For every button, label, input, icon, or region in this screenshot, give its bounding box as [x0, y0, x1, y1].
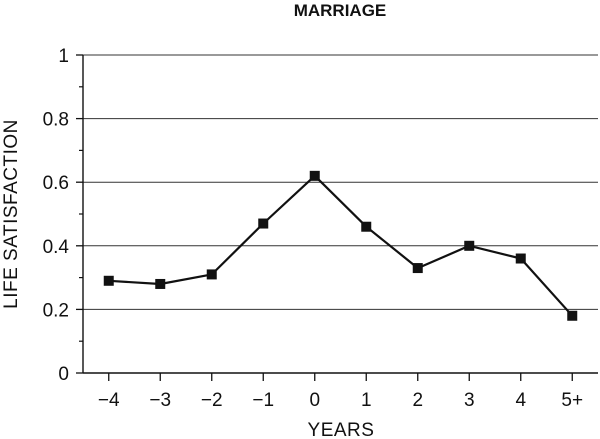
axes	[76, 54, 598, 381]
data-point	[464, 240, 475, 251]
x-tick-label: −3	[149, 390, 171, 411]
y-tick-label: 0.8	[43, 110, 69, 131]
x-tick-label: 1	[361, 390, 372, 411]
gridlines	[83, 54, 598, 310]
data-point	[206, 269, 217, 280]
data-point	[361, 221, 372, 232]
y-tick-label: 1	[58, 46, 69, 67]
y-tick-label: 0	[58, 364, 69, 385]
series	[103, 170, 578, 321]
data-point	[412, 263, 423, 274]
data-point	[155, 278, 166, 289]
x-tick-label: 2	[412, 390, 423, 411]
x-tick-label: −4	[98, 390, 120, 411]
data-point	[515, 253, 526, 264]
x-axis-label: YEARS	[308, 420, 375, 439]
x-tick-label: 0	[309, 390, 320, 411]
data-point	[309, 170, 320, 181]
y-tick-label: 0.6	[43, 173, 69, 194]
x-tick-labels: −4 −3 −2 −1 0 1 2 3 4 5+	[98, 390, 583, 411]
y-tick-label: 0.4	[43, 237, 70, 258]
x-tick-label: 5+	[561, 390, 583, 411]
series-line	[108, 174, 574, 317]
y-axis-label: LIFE SATISFACTION	[1, 119, 22, 309]
data-point	[258, 218, 269, 229]
data-point	[103, 275, 114, 286]
x-tick-label: 4	[515, 390, 526, 411]
x-tick-label: −1	[252, 390, 274, 411]
data-point	[567, 310, 578, 321]
y-tick-labels: 0 0.2 0.4 0.6 0.8 1	[43, 46, 70, 385]
x-tick-label: 3	[464, 390, 475, 411]
chart-title: MARRIAGE	[294, 1, 387, 20]
x-tick-label: −2	[201, 390, 223, 411]
y-tick-label: 0.2	[43, 300, 69, 321]
